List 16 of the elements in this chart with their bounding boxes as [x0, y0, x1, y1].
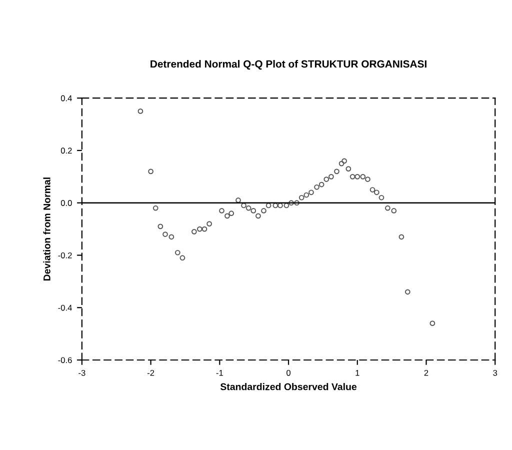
y-tick-label: 0.0 — [60, 200, 72, 206]
x-tick-label: -3 — [78, 370, 86, 376]
y-tick-label: -0.6 — [58, 357, 72, 364]
x-tick-label: -2 — [147, 370, 154, 376]
x-tick-label: 1 — [356, 370, 360, 376]
y-tick-label: -0.2 — [58, 252, 72, 258]
x-axis-title: Standardized Observed Value — [220, 383, 357, 390]
x-tick-label: 0 — [286, 370, 291, 376]
y-axis-title: Deviation from Normal — [43, 178, 50, 281]
y-tick-label: 0.4 — [60, 95, 72, 102]
y-tick-label: 0.2 — [60, 148, 72, 154]
x-tick-label: 2 — [424, 370, 428, 376]
x-tick-label: 3 — [493, 370, 498, 376]
x-tick-label: -1 — [216, 370, 223, 376]
chart-title: Detrended Normal Q-Q Plot of STRUKTUR ORGANISASI — [150, 60, 426, 70]
y-tick-label: -0.4 — [58, 304, 72, 311]
